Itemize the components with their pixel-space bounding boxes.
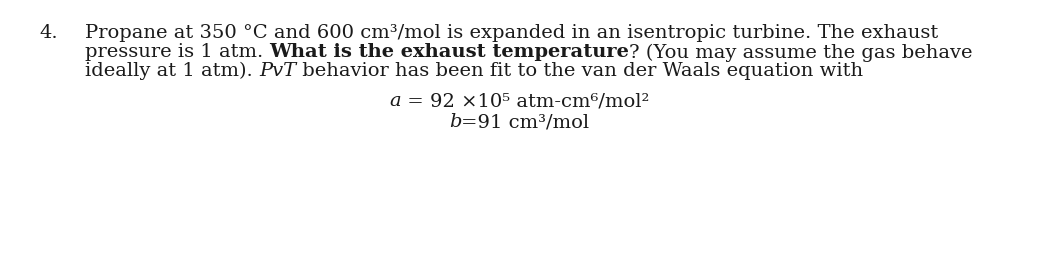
Text: =91 cm³/mol: =91 cm³/mol xyxy=(461,113,590,131)
Text: b: b xyxy=(448,113,461,131)
Text: Propane at 350 °C and 600 cm³/mol is expanded in an isentropic turbine. The exha: Propane at 350 °C and 600 cm³/mol is exp… xyxy=(85,25,938,43)
Text: ideally at 1 atm).: ideally at 1 atm). xyxy=(85,62,260,81)
Text: PvT: PvT xyxy=(260,62,296,80)
Text: behavior has been fit to the van der Waals equation with: behavior has been fit to the van der Waa… xyxy=(296,62,864,80)
Text: pressure is 1 atm.: pressure is 1 atm. xyxy=(85,43,270,61)
Text: 4.: 4. xyxy=(39,25,58,43)
Text: a: a xyxy=(389,92,401,111)
Text: = 92 ×10⁵ atm-cm⁶/mol²: = 92 ×10⁵ atm-cm⁶/mol² xyxy=(401,92,649,111)
Text: What is the exhaust temperature: What is the exhaust temperature xyxy=(270,43,629,61)
Text: ? (You may assume the gas behave: ? (You may assume the gas behave xyxy=(629,43,973,62)
